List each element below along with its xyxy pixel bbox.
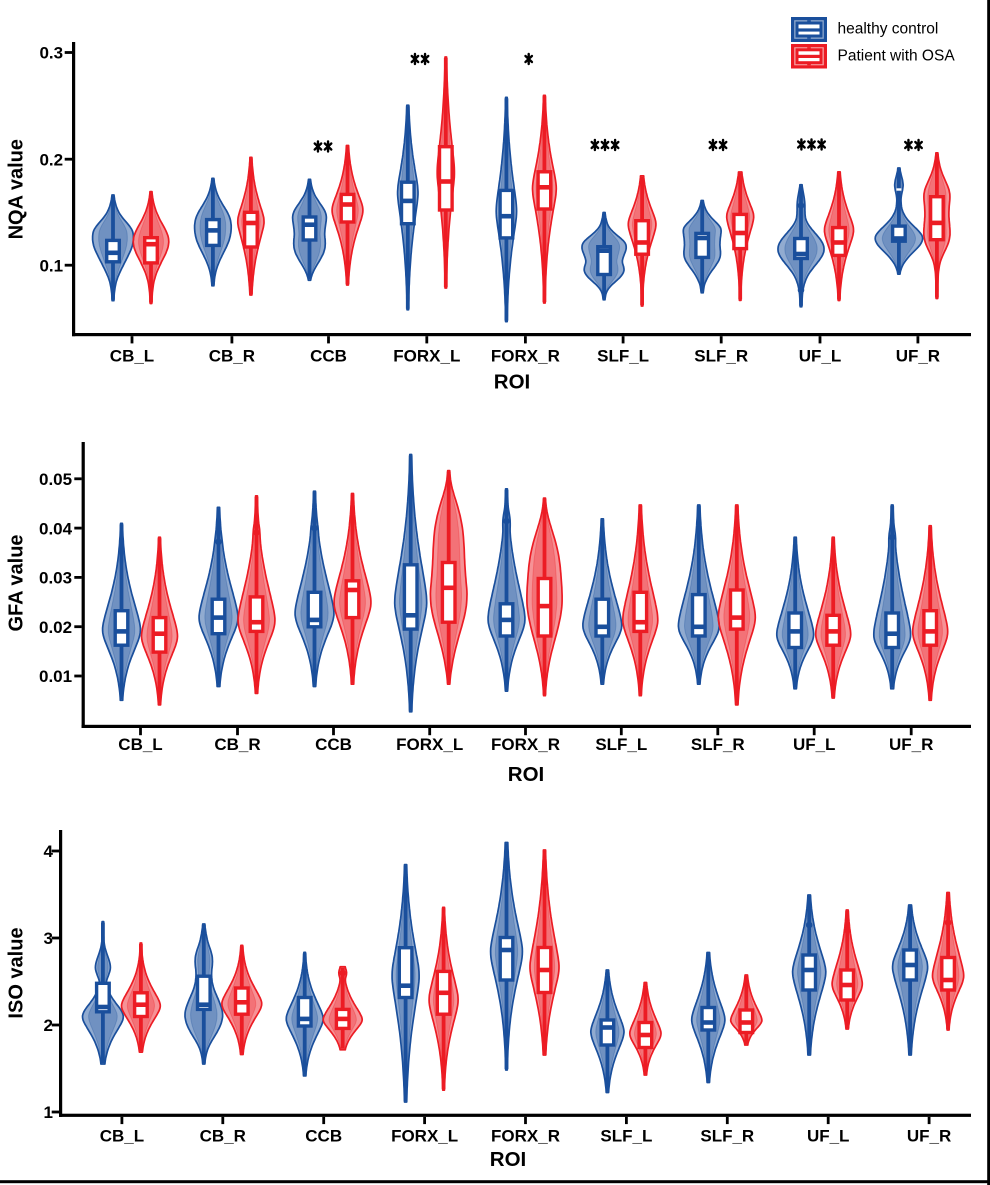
svg-text:0.04: 0.04 [39,519,73,538]
svg-text:UF_L: UF_L [799,347,842,366]
svg-text:ROI: ROI [494,371,530,394]
svg-text:UF_L: UF_L [807,1127,850,1146]
svg-text:0.05: 0.05 [39,470,72,489]
svg-text:0.03: 0.03 [39,569,72,588]
svg-text:UF_R: UF_R [907,1127,951,1146]
svg-text:CB_R: CB_R [209,347,255,366]
svg-text:UF_R: UF_R [889,735,933,754]
svg-text:FORX_L: FORX_L [396,735,463,754]
svg-text:healthy control: healthy control [838,21,939,38]
svg-text:ISO value: ISO value [6,927,28,1018]
svg-text:UF_L: UF_L [793,735,836,754]
svg-text:0.1: 0.1 [39,256,63,275]
svg-text:FORX_R: FORX_R [491,347,560,366]
svg-text:FORX_L: FORX_L [393,347,460,366]
svg-text:CB_R: CB_R [214,735,260,754]
svg-text:SLF_L: SLF_L [597,347,649,366]
svg-text:CB_L: CB_L [118,735,162,754]
svg-text:SLF_L: SLF_L [595,735,647,754]
svg-text:3: 3 [44,929,53,948]
svg-text:ROI: ROI [508,763,544,786]
svg-text:1: 1 [44,1103,53,1122]
svg-text:0.02: 0.02 [39,618,72,637]
svg-text:SLF_R: SLF_R [700,1127,754,1146]
svg-text:CCB: CCB [315,735,352,754]
svg-text:ROI: ROI [490,1148,526,1171]
svg-text:CB_L: CB_L [100,1127,144,1146]
svg-text:Patient with OSA: Patient with OSA [838,48,956,65]
svg-text:0.01: 0.01 [39,667,72,686]
svg-text:CCB: CCB [305,1127,342,1146]
svg-text:FORX_R: FORX_R [491,1127,560,1146]
svg-text:SLF_L: SLF_L [600,1127,652,1146]
svg-text:SLF_R: SLF_R [694,347,748,366]
svg-text:NQA value: NQA value [6,139,28,239]
svg-text:FORX_R: FORX_R [491,735,560,754]
svg-text:CB_R: CB_R [200,1127,246,1146]
svg-text:GFA value: GFA value [6,534,28,631]
svg-text:UF_R: UF_R [896,347,940,366]
svg-text:SLF_R: SLF_R [691,735,745,754]
svg-text:CB_L: CB_L [110,347,154,366]
svg-text:CCB: CCB [310,347,347,366]
svg-text:0.3: 0.3 [39,44,63,63]
svg-text:FORX_L: FORX_L [391,1127,458,1146]
svg-text:0.2: 0.2 [39,150,63,169]
svg-text:2: 2 [44,1016,53,1035]
svg-text:4: 4 [44,842,54,861]
